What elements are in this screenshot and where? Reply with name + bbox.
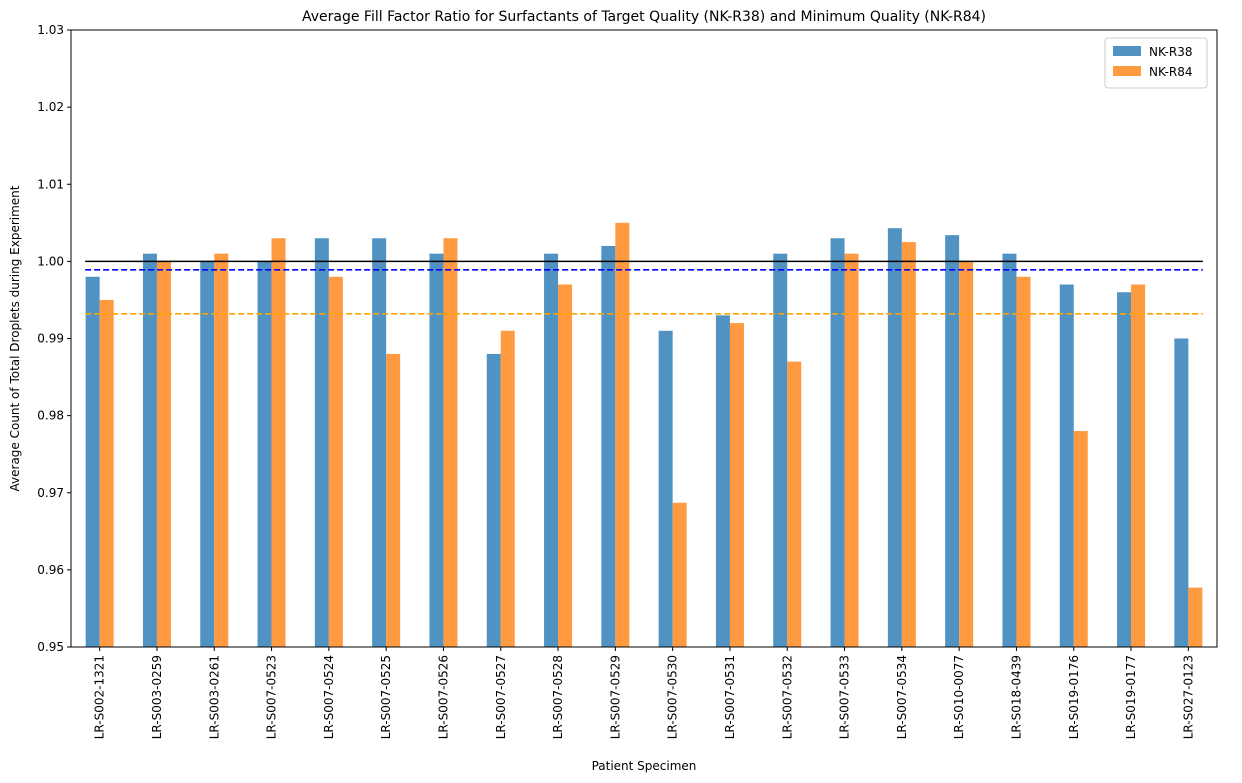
legend-label-nk-r38: NK-R38 [1149,45,1193,59]
x-tick-label: LR-S003-0261 [207,655,221,739]
y-axis-label: Average Count of Total Droplets during E… [8,185,22,491]
x-tick-label: LR-S007-0529 [608,655,622,739]
bar-nk-r38-lr-s007-0523 [257,261,272,647]
bar-nk-r84-lr-s007-0532 [787,361,802,647]
x-tick-label: LR-S003-0259 [150,655,164,739]
x-tick-label: LR-S007-0526 [436,655,450,739]
y-tick-label: 0.95 [37,640,64,654]
bar-nk-r38-lr-s007-0531 [715,315,730,647]
bar-nk-r38-lr-s007-0529 [601,245,616,647]
plot-frame [70,29,1218,648]
bar-nk-r38-lr-s003-0259 [142,253,157,647]
bar-nk-r38-lr-s007-0524 [314,238,329,648]
y-tick-label: 1.03 [37,23,64,37]
x-tick-label: LR-S007-0532 [780,655,794,739]
bar-nk-r84-lr-s003-0259 [156,261,171,647]
bar-nk-r38-lr-s010-0077 [945,235,960,647]
bar-nk-r84-lr-s007-0527 [500,330,515,647]
bar-nk-r38-lr-s002-1321 [85,276,100,647]
x-tick-label: LR-S007-0531 [723,655,737,739]
x-axis: LR-S002-1321 LR-S003-0259 LR-S003-0261 LR-S… [93,647,1195,739]
bar-nk-r84-lr-s003-0261 [214,253,229,647]
bar-nk-r38-lr-s019-0176 [1059,284,1074,647]
bar-nk-r38-lr-s007-0525 [372,238,387,648]
bar-nk-r38-lr-s019-0177 [1117,292,1132,647]
x-tick-label: LR-S018-0439 [1009,655,1023,739]
x-tick-label: LR-S007-0527 [494,655,508,739]
bar-nk-r84-lr-s007-0525 [386,353,401,647]
y-axis: 0.95 0.96 0.97 0.98 0.99 1.00 1.01 1.02 1.03 [37,23,71,654]
bar-nk-r84-lr-s019-0177 [1131,284,1146,647]
bar-nk-r84-lr-s018-0439 [1016,276,1031,647]
bar-nk-r84-lr-s007-0523 [271,238,286,648]
y-tick-label: 0.98 [37,409,64,423]
y-tick-label: 1.02 [37,100,64,114]
reference-lines-layer [85,260,1203,315]
y-tick-label: 1.01 [37,177,64,191]
bars-layer [85,222,1203,648]
bar-nk-r38-lr-s007-0533 [830,238,845,648]
bar-nk-r38-lr-s007-0526 [429,253,444,647]
bar-nk-r84-lr-s007-0529 [615,222,630,647]
bar-nk-r38-lr-s007-0532 [773,253,788,647]
x-tick-label: LR-S007-0534 [895,655,909,739]
bar-nk-r38-lr-s018-0439 [1002,253,1017,647]
x-tick-label: LR-S027-0123 [1181,655,1195,739]
bar-nk-r38-lr-s027-0123 [1174,338,1189,647]
x-tick-label: LR-S007-0530 [666,655,680,739]
bar-nk-r38-lr-s007-0530 [658,330,673,647]
y-tick-label: 0.97 [37,486,64,500]
y-tick-label: 0.96 [37,563,64,577]
x-tick-label: LR-S019-0177 [1124,655,1138,739]
bar-nk-r38-lr-s007-0534 [887,228,902,647]
legend-swatch-nk-r84 [1113,66,1141,76]
bar-nk-r84-lr-s007-0528 [558,284,573,647]
bar-nk-r38-lr-s007-0527 [486,353,501,647]
y-tick-label: 0.99 [37,332,64,346]
bar-nk-r38-lr-s007-0528 [544,253,559,647]
x-tick-label: LR-S007-0524 [322,655,336,739]
x-tick-label: LR-S002-1321 [93,655,107,739]
bar-nk-r38-lr-s003-0261 [200,261,215,647]
x-axis-label: Patient Specimen [592,759,697,773]
bar-nk-r84-lr-s007-0534 [901,242,916,647]
x-tick-label: LR-S007-0528 [551,655,565,739]
bar-nk-r84-lr-s010-0077 [959,261,974,647]
bar-nk-r84-lr-s007-0531 [729,323,744,647]
bar-nk-r84-lr-s007-0530 [672,502,687,647]
legend-swatch-nk-r38 [1113,46,1141,56]
chart-title: Average Fill Factor Ratio for Surfactant… [302,9,986,25]
x-tick-label: LR-S019-0176 [1067,655,1081,739]
bar-nk-r84-lr-s007-0524 [328,276,343,647]
bar-nk-r84-lr-s019-0176 [1073,431,1088,647]
bar-nk-r84-lr-s027-0123 [1188,587,1203,647]
legend-label-nk-r84: NK-R84 [1149,65,1193,79]
x-tick-label: LR-S007-0533 [838,655,852,739]
legend: NK-R38 NK-R84 [1104,37,1208,89]
x-tick-label: LR-S010-0077 [952,655,966,739]
y-tick-label: 1.00 [37,254,64,268]
x-tick-label: LR-S007-0525 [379,655,393,739]
bar-nk-r84-lr-s002-1321 [99,299,114,647]
bar-nk-r84-lr-s007-0533 [844,253,859,647]
bar-nk-r84-lr-s007-0526 [443,238,458,648]
x-tick-label: LR-S007-0523 [265,655,279,739]
